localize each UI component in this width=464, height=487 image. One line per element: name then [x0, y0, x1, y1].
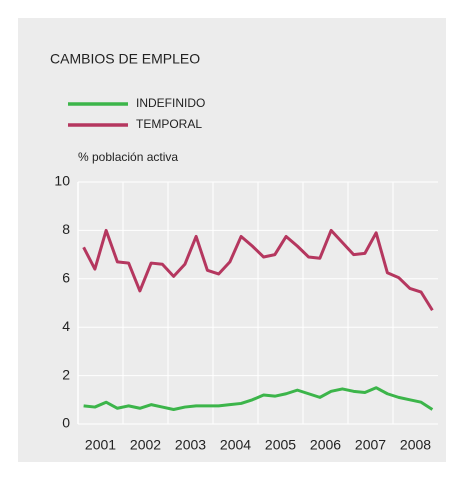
x-tick-label: 2005	[265, 437, 296, 453]
x-tick-label: 2006	[310, 437, 341, 453]
x-tick-label: 2008	[400, 437, 431, 453]
y-axis-label: % población activa	[78, 150, 178, 164]
y-tick-label: 10	[54, 173, 70, 189]
y-tick-label: 2	[62, 366, 70, 382]
x-tick-label: 2007	[355, 437, 386, 453]
panel	[18, 18, 446, 462]
x-tick-label: 2001	[85, 437, 116, 453]
line	[82, 228, 434, 312]
y-tick-label: 0	[62, 415, 70, 431]
x-tick-label: 2003	[175, 437, 206, 453]
y-tick-label: 6	[62, 270, 70, 286]
chart-title: CAMBIOS DE EMPLEO	[50, 51, 200, 67]
legend-label: INDEFINIDO	[136, 96, 205, 110]
line	[83, 386, 434, 411]
legend-label: TEMPORAL	[136, 117, 202, 131]
x-tick-label: 2004	[220, 437, 251, 453]
y-tick-label: 8	[62, 221, 70, 237]
y-tick-label: 4	[62, 318, 70, 334]
x-tick-label: 2002	[130, 437, 161, 453]
